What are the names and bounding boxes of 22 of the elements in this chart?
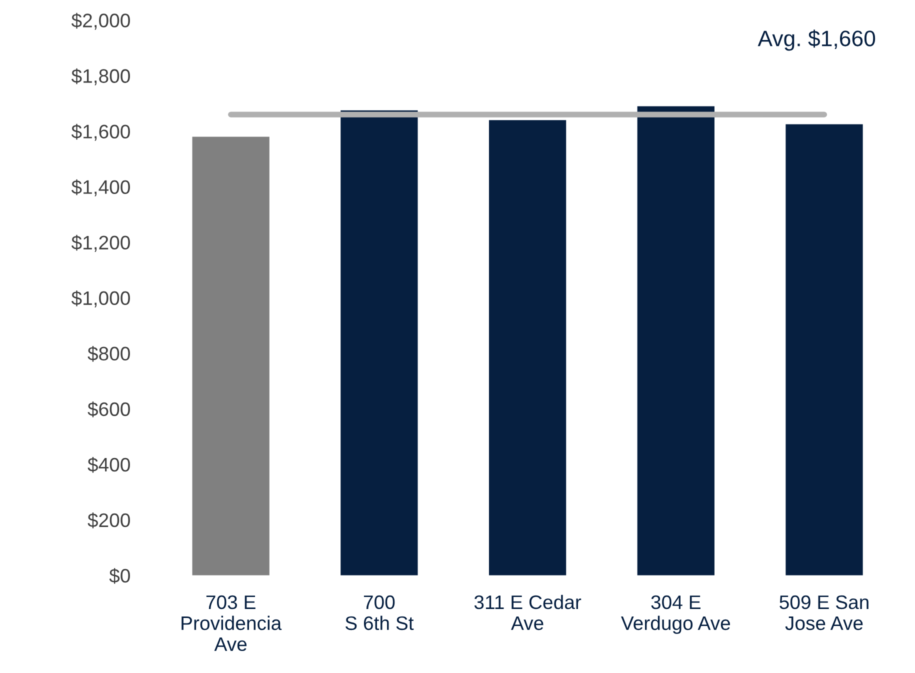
bar xyxy=(192,136,270,576)
bar xyxy=(786,124,863,576)
y-tick-label: $2,000 xyxy=(71,12,130,30)
y-tick-label: $600 xyxy=(88,402,130,418)
y-tick-label: $1,200 xyxy=(71,234,130,252)
x-tick-label: 700 S 6th St xyxy=(345,595,414,630)
x-tick-label: 509 E San Jose Ave xyxy=(780,595,868,630)
ref-line-label: Avg. $1,660 xyxy=(758,30,876,51)
x-tick-label: 311 E Cedar Ave xyxy=(474,594,582,630)
y-tick-label: $200 xyxy=(88,512,130,528)
y-tick-label: $1,000 xyxy=(71,290,130,308)
y-tick-label: $400 xyxy=(88,457,130,473)
bar xyxy=(488,120,566,576)
y-tick-label: $1,600 xyxy=(71,124,130,141)
x-tick-label: 304 E Verdugo Ave xyxy=(621,595,730,634)
bar xyxy=(637,106,714,576)
bar xyxy=(340,110,418,576)
y-tick-label: $800 xyxy=(88,346,130,362)
y-tick-label: $1,800 xyxy=(71,68,130,86)
x-tick-label: 703 E Providencia Ave xyxy=(182,595,282,652)
y-tick-label: $0 xyxy=(109,568,130,584)
y-tick-label: $1,400 xyxy=(71,179,130,196)
